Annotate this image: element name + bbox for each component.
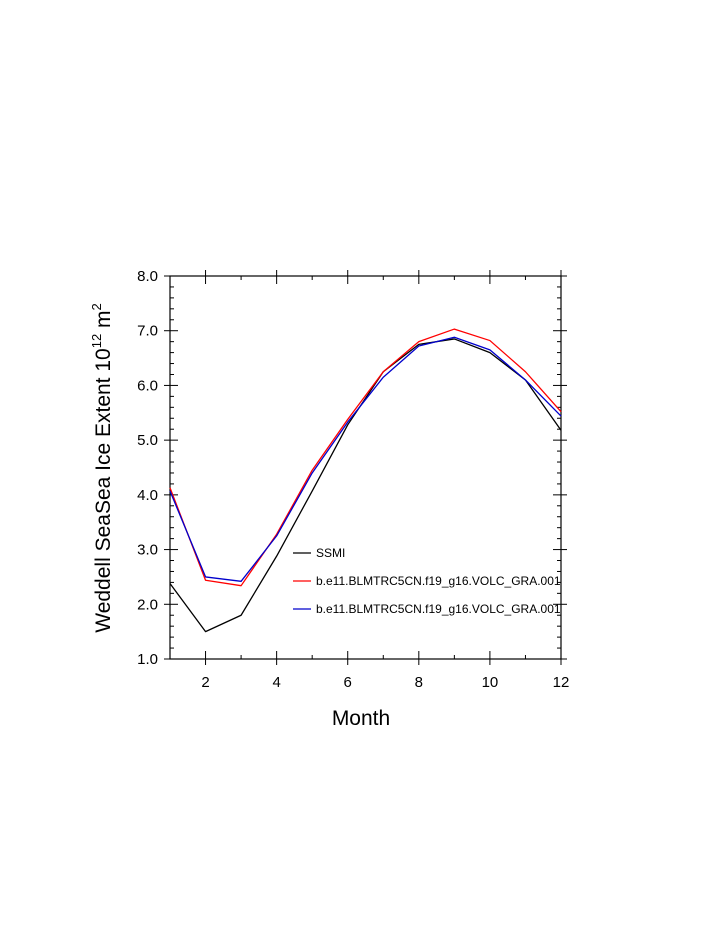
x-tick-label: 6 xyxy=(344,674,352,691)
axis-ticks xyxy=(164,270,567,665)
y-axis-title-unit: m xyxy=(92,310,115,333)
y-axis-title-exponent: 12 xyxy=(89,334,104,348)
x-tick-label: 8 xyxy=(415,674,423,691)
y-tick-label: 4.0 xyxy=(137,487,158,504)
y-tick-label: 7.0 xyxy=(137,323,158,340)
legend-label: b.e11.BLMTRC5CN.f19_g16.VOLC_GRA.001 xyxy=(316,602,561,616)
y-tick-label: 1.0 xyxy=(137,651,158,668)
series-line-3 xyxy=(169,336,562,582)
y-tick-label: 8.0 xyxy=(137,268,158,285)
series-line-1 xyxy=(169,338,562,633)
y-tick-label: 6.0 xyxy=(137,377,158,394)
x-tick-label: 2 xyxy=(201,674,209,691)
y-tick-label: 5.0 xyxy=(137,432,158,449)
legend-label: SSMI xyxy=(316,546,345,560)
y-tick-label: 3.0 xyxy=(137,542,158,559)
plot-frame xyxy=(169,275,562,660)
x-tick-label: 10 xyxy=(482,674,499,691)
legend-label: b.e11.BLMTRC5CN.f19_g16.VOLC_GRA.001 xyxy=(316,574,561,588)
y-axis-title: Weddell SeaSea Ice Extent 1012 m2 xyxy=(89,303,115,633)
legend: SSMI b.e11.BLMTRC5CN.f19_g16.VOLC_GRA.001… xyxy=(293,546,561,616)
series-lines xyxy=(169,328,562,633)
y-tick-label: 2.0 xyxy=(137,596,158,613)
x-tick-label: 4 xyxy=(272,674,280,691)
x-axis-title: Month xyxy=(332,707,390,730)
tick-labels: 2 4 6 8 10 12 1.0 2.0 3.0 4.0 5.0 6.0 7.0 8.0 xyxy=(137,268,569,691)
series-line-2 xyxy=(169,328,562,587)
x-tick-label: 12 xyxy=(553,674,570,691)
y-axis-title-unit-exponent: 2 xyxy=(89,303,104,310)
